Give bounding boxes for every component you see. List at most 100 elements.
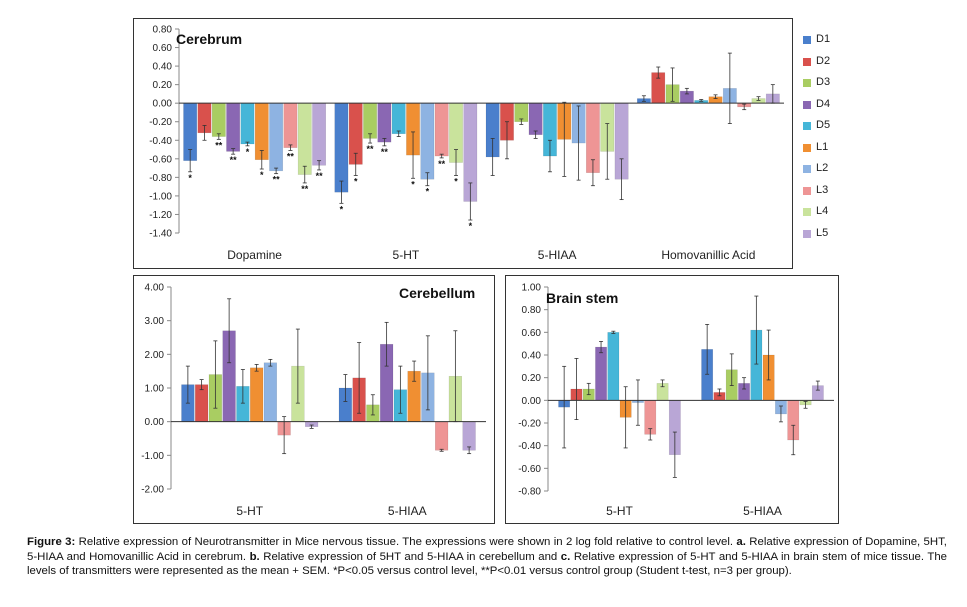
category-label: 5-HT <box>236 504 263 518</box>
cerebrum-chart-panel: -1.40 -1.20 -1.00 -0.80 -0.60 -0.40 -0.20 0.00 0… <box>133 18 793 269</box>
bar <box>391 102 406 135</box>
bar <box>269 102 284 172</box>
significance-marker: * <box>246 147 250 157</box>
cerebrum-chart-title: Cerebrum <box>176 31 243 47</box>
significance-marker: ** <box>230 155 238 165</box>
caption-figure-label: Figure 3: <box>27 536 76 548</box>
y-tick-label: 0.60 <box>522 328 542 339</box>
y-tick-label: -0.40 <box>149 136 172 147</box>
bar <box>528 102 543 135</box>
bar <box>312 102 327 166</box>
bar <box>297 102 312 175</box>
y-tick-label: 0.60 <box>153 43 173 54</box>
cerebellum-chart: -2.00 -1.00 0.00 1.00 2.00 3.00 4.00 5-HT 5-HIAA <box>141 283 486 518</box>
category-label: 5-HT <box>606 504 633 518</box>
y-tick-label: -1.20 <box>149 210 172 221</box>
significance-marker: ** <box>316 171 324 181</box>
significance-marker: * <box>469 221 473 231</box>
legend-label: D4 <box>816 97 831 110</box>
significance-marker: ** <box>215 140 223 150</box>
cerebrum-chart: -1.40 -1.20 -1.00 -0.80 -0.60 -0.40 -0.20 0.00 0… <box>149 25 784 262</box>
legend-label: D1 <box>816 33 831 45</box>
significance-marker: * <box>260 170 264 180</box>
legend-swatch <box>803 143 811 152</box>
caption-text-1: Relative expression of Neurotransmitter … <box>75 536 737 548</box>
y-tick-label: 1.00 <box>522 283 542 294</box>
significance-marker: ** <box>367 144 375 154</box>
legend-swatch <box>803 36 811 44</box>
legend-swatch <box>803 186 811 195</box>
bar <box>240 102 255 145</box>
y-tick-label: 0.00 <box>153 99 173 110</box>
brain-stem-chart-panel: -0.80 -0.60 -0.40 -0.20 0.00 0.20 0.40 0.60 0.80… <box>505 275 839 524</box>
caption-part-a: a. <box>736 536 746 548</box>
y-tick-label: -1.00 <box>141 451 164 462</box>
bar <box>363 102 377 139</box>
bar <box>435 421 449 451</box>
brain-stem-chart: -0.80 -0.60 -0.40 -0.20 0.00 0.20 0.40 0.60 0.80… <box>518 283 834 518</box>
significance-marker: ** <box>287 151 295 161</box>
bar <box>377 102 392 143</box>
significance-marker: ** <box>273 175 281 185</box>
category-label: Dopamine <box>227 248 282 262</box>
caption-text-3: Relative expression of 5HT and 5-HIAA in… <box>259 550 561 563</box>
y-tick-label: 3.00 <box>145 316 165 327</box>
y-tick-label: 0.20 <box>153 80 173 91</box>
legend-label: L4 <box>816 205 829 217</box>
legend-swatch <box>803 165 811 173</box>
cerebellum-chart-panel: -2.00 -1.00 0.00 1.00 2.00 3.00 4.00 5-HT 5-HIAA… <box>133 275 495 524</box>
bar <box>595 346 607 401</box>
legend-swatch <box>803 122 811 130</box>
significance-marker: * <box>340 204 344 214</box>
bar <box>420 102 435 180</box>
category-label: 5-HIAA <box>538 248 577 262</box>
legend-swatch <box>803 229 811 238</box>
legend-label: L3 <box>816 183 829 196</box>
significance-marker: * <box>426 187 430 197</box>
bar <box>250 367 264 422</box>
y-tick-label: 2.00 <box>145 350 165 361</box>
y-tick-label: 4.00 <box>145 283 165 294</box>
legend-swatch <box>803 79 811 87</box>
y-tick-label: -1.40 <box>149 229 172 240</box>
bar <box>462 421 476 451</box>
caption-text-2: Relative expression of Dopamine, 5HT, 5-… <box>27 536 947 563</box>
significance-marker: * <box>411 179 415 189</box>
y-tick-label: 0.20 <box>522 373 542 384</box>
legend-label: L5 <box>816 226 829 239</box>
legend-swatch <box>803 208 811 216</box>
caption-part-c: c. <box>560 550 571 563</box>
y-tick-label: -2.00 <box>141 485 164 496</box>
legend-swatch <box>803 100 811 109</box>
y-tick-label: 0.40 <box>153 62 173 73</box>
y-tick-label: 1.00 <box>145 384 165 395</box>
legend-label: L2 <box>816 162 829 174</box>
significance-marker: ** <box>438 159 446 169</box>
category-label: 5-HIAA <box>743 504 782 518</box>
y-tick-label: -0.80 <box>518 487 541 498</box>
category-label: 5-HIAA <box>388 504 427 518</box>
significance-marker: ** <box>301 184 309 194</box>
y-tick-label: -0.20 <box>518 419 541 430</box>
bar <box>211 102 226 137</box>
bar <box>283 102 298 148</box>
significance-marker: * <box>454 177 458 187</box>
category-label: 5-HT <box>393 248 420 262</box>
legend-label: D2 <box>816 54 831 67</box>
bar <box>226 102 241 152</box>
significance-marker: * <box>188 173 192 183</box>
bar <box>334 102 349 193</box>
caption-text-4: Relative expression of 5-HT and 5-HIAA i… <box>27 550 947 578</box>
significance-marker: ** <box>381 147 389 157</box>
category-label: Homovanillic Acid <box>661 248 755 262</box>
figure-caption: Figure 3: Relative expression of Neurotr… <box>27 535 947 579</box>
y-tick-label: -0.20 <box>149 117 172 128</box>
y-tick-label: -0.80 <box>149 173 172 184</box>
y-tick-label: -0.60 <box>518 464 541 475</box>
significance-marker: * <box>354 177 358 187</box>
bar <box>263 362 277 422</box>
bar <box>195 384 209 422</box>
legend-label: L1 <box>816 140 829 153</box>
caption-part-b: b. <box>249 550 260 563</box>
bar <box>607 332 620 401</box>
